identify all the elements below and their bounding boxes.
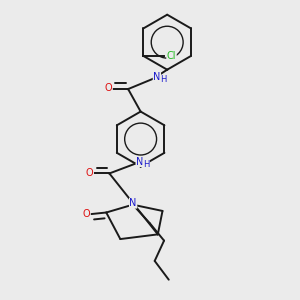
Text: O: O <box>86 168 94 178</box>
Text: H: H <box>160 76 167 85</box>
Text: H: H <box>143 160 149 169</box>
Text: O: O <box>105 83 112 93</box>
Text: N: N <box>153 72 161 82</box>
Text: Cl: Cl <box>167 51 176 61</box>
Text: N: N <box>136 157 143 166</box>
Text: N: N <box>129 198 137 208</box>
Text: O: O <box>82 209 90 219</box>
